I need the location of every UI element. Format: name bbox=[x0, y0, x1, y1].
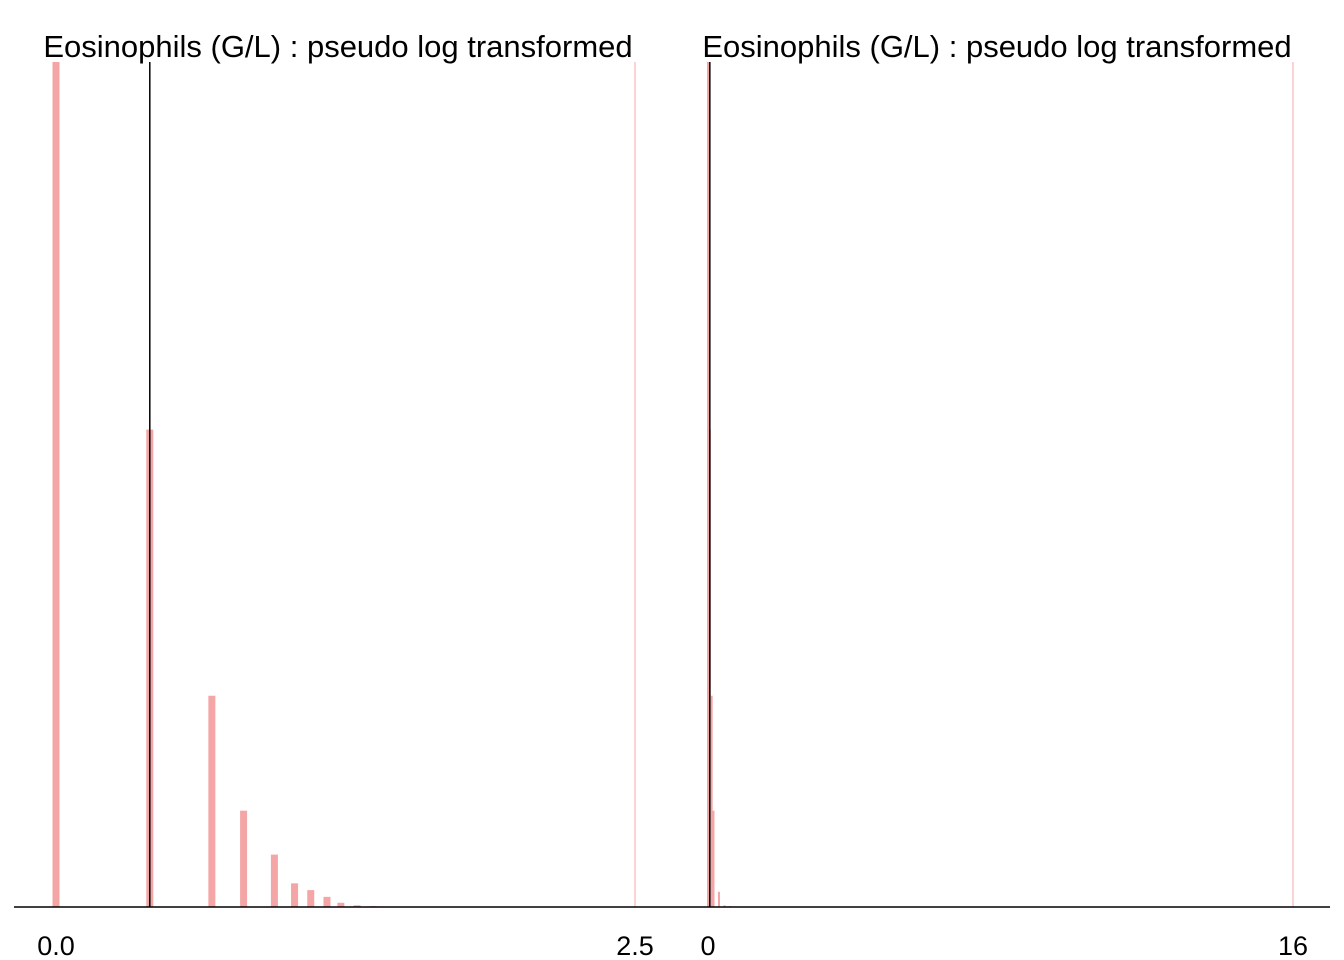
right-bars bbox=[707, 62, 731, 907]
left-bar-5 bbox=[291, 883, 299, 907]
left-panel-title: Eosinophils (G/L) : pseudo log transform… bbox=[43, 29, 632, 64]
right-panel-title: Eosinophils (G/L) : pseudo log transform… bbox=[702, 29, 1291, 64]
right-bar-4 bbox=[717, 891, 720, 907]
left-bar-6 bbox=[307, 890, 315, 907]
left-bar-0 bbox=[52, 62, 60, 907]
left-bar-9 bbox=[353, 905, 361, 907]
left-bar-7 bbox=[323, 896, 331, 907]
right-bar-3 bbox=[712, 810, 715, 907]
left-x-ticks: 0.0 2.5 bbox=[37, 931, 654, 960]
left-bars bbox=[52, 62, 377, 907]
left-bar-8 bbox=[337, 902, 345, 907]
left-panel: Eosinophils (G/L) : pseudo log transform… bbox=[14, 29, 672, 960]
right-x-ticks: 0 16 bbox=[700, 931, 1308, 960]
left-bar-3 bbox=[240, 810, 248, 907]
right-bar-5 bbox=[723, 905, 726, 907]
right-x-tick-label-start: 0 bbox=[700, 931, 715, 960]
right-bar-0 bbox=[707, 62, 709, 907]
right-x-tick-label-end: 16 bbox=[1278, 931, 1308, 960]
left-bar-4 bbox=[270, 854, 278, 907]
left-x-tick-label-end: 2.5 bbox=[616, 931, 654, 960]
right-panel: Eosinophils (G/L) : pseudo log transform… bbox=[672, 29, 1330, 960]
left-x-tick-label-start: 0.0 bbox=[37, 931, 75, 960]
left-bar-2 bbox=[208, 695, 216, 907]
right-bar-2 bbox=[710, 695, 713, 907]
